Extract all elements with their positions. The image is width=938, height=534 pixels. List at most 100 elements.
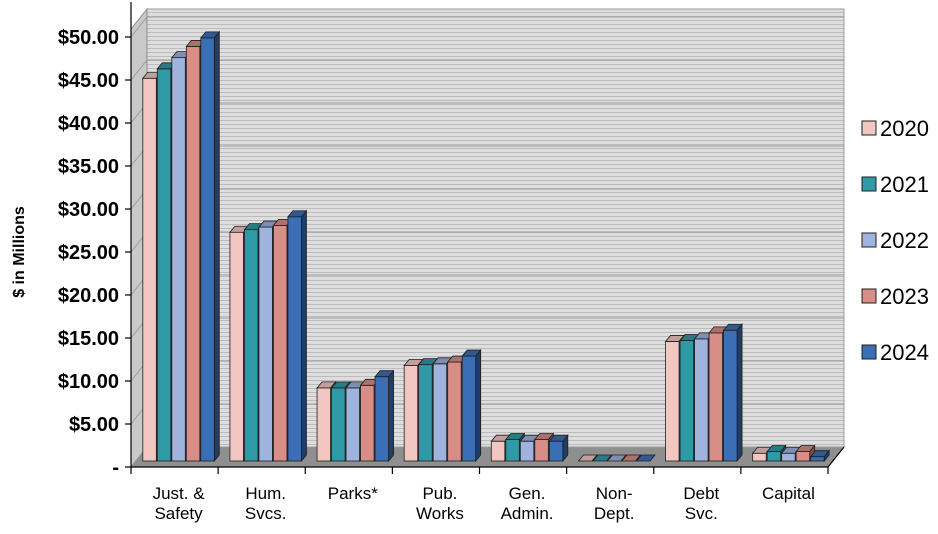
legend-label: 2021 xyxy=(880,172,929,197)
bar-top xyxy=(592,454,613,462)
bar-front xyxy=(316,387,331,462)
bar xyxy=(635,454,656,462)
y-tick-label: $15.00 xyxy=(58,328,119,350)
bar xyxy=(374,369,395,463)
legend-swatch xyxy=(861,176,877,192)
bar-top xyxy=(606,454,627,462)
bar-front xyxy=(345,387,360,462)
y-tick-label: $10.00 xyxy=(58,371,119,393)
bar-front xyxy=(244,229,259,462)
y-tick-label: $30.00 xyxy=(58,199,119,221)
bar-front xyxy=(447,361,462,462)
bar xyxy=(809,449,831,463)
bar-front xyxy=(418,364,433,462)
bar xyxy=(606,454,627,462)
x-tick-label: Gen. Admin. xyxy=(501,484,554,523)
y-tick-label: $50.00 xyxy=(58,27,119,49)
y-axis-title: $ in Millions xyxy=(11,206,28,298)
bar xyxy=(287,209,308,463)
bar-top xyxy=(722,323,743,331)
y-tick-label: $25.00 xyxy=(58,242,119,264)
y-tick-label: $20.00 xyxy=(58,285,119,307)
legend-swatch xyxy=(861,344,877,360)
bar-front xyxy=(534,439,549,462)
bar-side xyxy=(475,348,482,463)
bar-front xyxy=(723,329,738,462)
bar xyxy=(722,323,743,463)
bar xyxy=(548,434,569,463)
bar-front xyxy=(374,376,389,462)
bar-front xyxy=(766,451,782,462)
bar-side xyxy=(736,323,743,463)
legend-label: 2024 xyxy=(880,340,929,365)
y-tick-label: $35.00 xyxy=(58,156,119,178)
legend-item: 2022 xyxy=(861,228,929,253)
bar-front xyxy=(229,231,244,462)
bar-front xyxy=(708,332,723,462)
bar-top xyxy=(504,433,526,440)
legend-label: 2022 xyxy=(880,228,929,253)
x-tick-label: Pub. Works xyxy=(416,484,464,523)
y-tick-label: $40.00 xyxy=(58,113,119,135)
bar-front xyxy=(258,226,273,462)
bar-front xyxy=(287,216,302,462)
bar-front xyxy=(795,451,811,462)
bar-front xyxy=(548,440,564,462)
legend-item: 2024 xyxy=(861,340,929,365)
bar-top xyxy=(621,454,642,462)
bar-front xyxy=(331,387,346,462)
bar-front xyxy=(694,338,709,462)
bar-front xyxy=(519,440,535,462)
legend-item: 2021 xyxy=(861,172,929,197)
y-tick-label: $45.00 xyxy=(58,70,119,92)
x-tick-label: Just. & Safety xyxy=(153,484,206,523)
bar-top xyxy=(287,210,308,218)
bar-side xyxy=(388,369,394,463)
legend-swatch xyxy=(861,232,877,248)
y-gridline xyxy=(130,16,844,38)
bar-top xyxy=(548,434,569,442)
x-tick-label: Capital xyxy=(762,484,815,503)
bar xyxy=(621,454,642,462)
x-tick-label: Debt Svc. xyxy=(683,484,719,523)
x-tick-label: Hum. Svcs. xyxy=(245,484,287,523)
bar-front xyxy=(781,452,796,462)
bar-side xyxy=(301,209,307,463)
bar-side xyxy=(213,30,220,463)
bar-front xyxy=(505,439,520,462)
bar-front xyxy=(810,456,825,462)
y-tick-label: - xyxy=(112,457,119,479)
bar-top xyxy=(461,349,482,357)
legend-label: 2020 xyxy=(880,116,929,141)
x-axis-edge xyxy=(827,446,845,468)
legend-item: 2020 xyxy=(861,116,929,141)
bar-front xyxy=(403,365,419,462)
x-tick-label: Parks* xyxy=(328,484,378,503)
y-gridline xyxy=(130,59,844,81)
bar-front xyxy=(432,363,448,462)
bar-top xyxy=(330,381,351,389)
bar-front xyxy=(752,452,767,462)
y-tick-label: $5.00 xyxy=(69,414,119,436)
bar xyxy=(417,357,439,463)
bar-front xyxy=(273,224,288,462)
bar xyxy=(592,454,613,462)
bar xyxy=(199,30,221,463)
bar-front xyxy=(156,68,172,462)
bar-front xyxy=(142,77,157,462)
bar-front xyxy=(665,341,680,462)
bar-front xyxy=(360,384,375,462)
bar-top xyxy=(199,31,221,39)
bar-front xyxy=(200,37,215,462)
bar-top xyxy=(809,450,831,458)
bar-front xyxy=(185,46,201,462)
bar-top xyxy=(316,381,337,389)
bar-front xyxy=(461,355,477,462)
bar-front xyxy=(679,340,694,462)
bar-top xyxy=(795,445,816,452)
bar-top xyxy=(766,445,787,452)
bar-top xyxy=(374,370,395,378)
bar-top xyxy=(577,454,598,462)
